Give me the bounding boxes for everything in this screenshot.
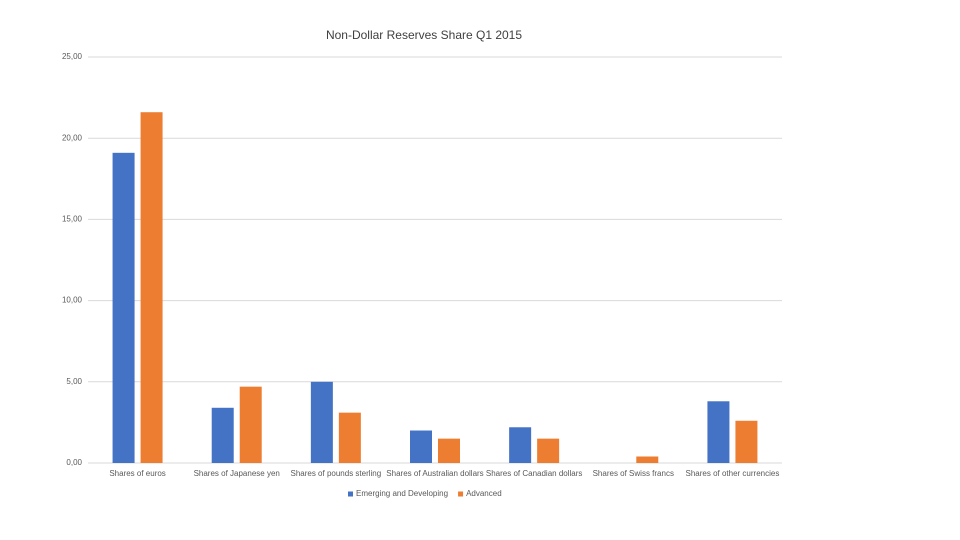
x-tick-label: Shares of Japanese yen — [194, 469, 280, 478]
y-tick-label: 10,00 — [62, 296, 83, 305]
y-tick-label: 20,00 — [62, 133, 83, 142]
bar — [338, 412, 361, 463]
x-tick-label: Shares of Australian dollars — [386, 469, 483, 478]
bar — [707, 401, 730, 463]
legend-swatch — [348, 491, 353, 497]
bar — [509, 427, 532, 463]
bar — [410, 430, 432, 463]
bar — [438, 438, 460, 463]
legend-label: Emerging and Developing — [356, 489, 448, 498]
y-tick-label: 15,00 — [62, 215, 83, 224]
y-tick-label: 5,00 — [66, 377, 82, 386]
x-tick-label: Shares of other currencies — [686, 469, 780, 478]
x-tick-label: Shares of pounds sterling — [290, 469, 381, 478]
legend-label: Advanced — [466, 489, 502, 498]
bar — [636, 456, 659, 463]
x-tick-label: Shares of Canadian dollars — [486, 469, 583, 478]
bar — [537, 438, 560, 463]
y-tick-label: 25,00 — [62, 52, 83, 61]
bar — [310, 381, 333, 463]
bar — [735, 420, 758, 463]
bar — [112, 152, 135, 464]
bar — [140, 112, 163, 463]
x-tick-label: Shares of Swiss francs — [593, 469, 674, 478]
y-tick-label: 0,00 — [66, 458, 82, 467]
x-tick-label: Shares of euros — [109, 469, 165, 478]
bar — [211, 407, 234, 463]
legend-swatch — [458, 491, 464, 497]
chart-title: Non-Dollar Reserves Share Q1 2015 — [326, 28, 522, 42]
bar — [239, 386, 262, 463]
